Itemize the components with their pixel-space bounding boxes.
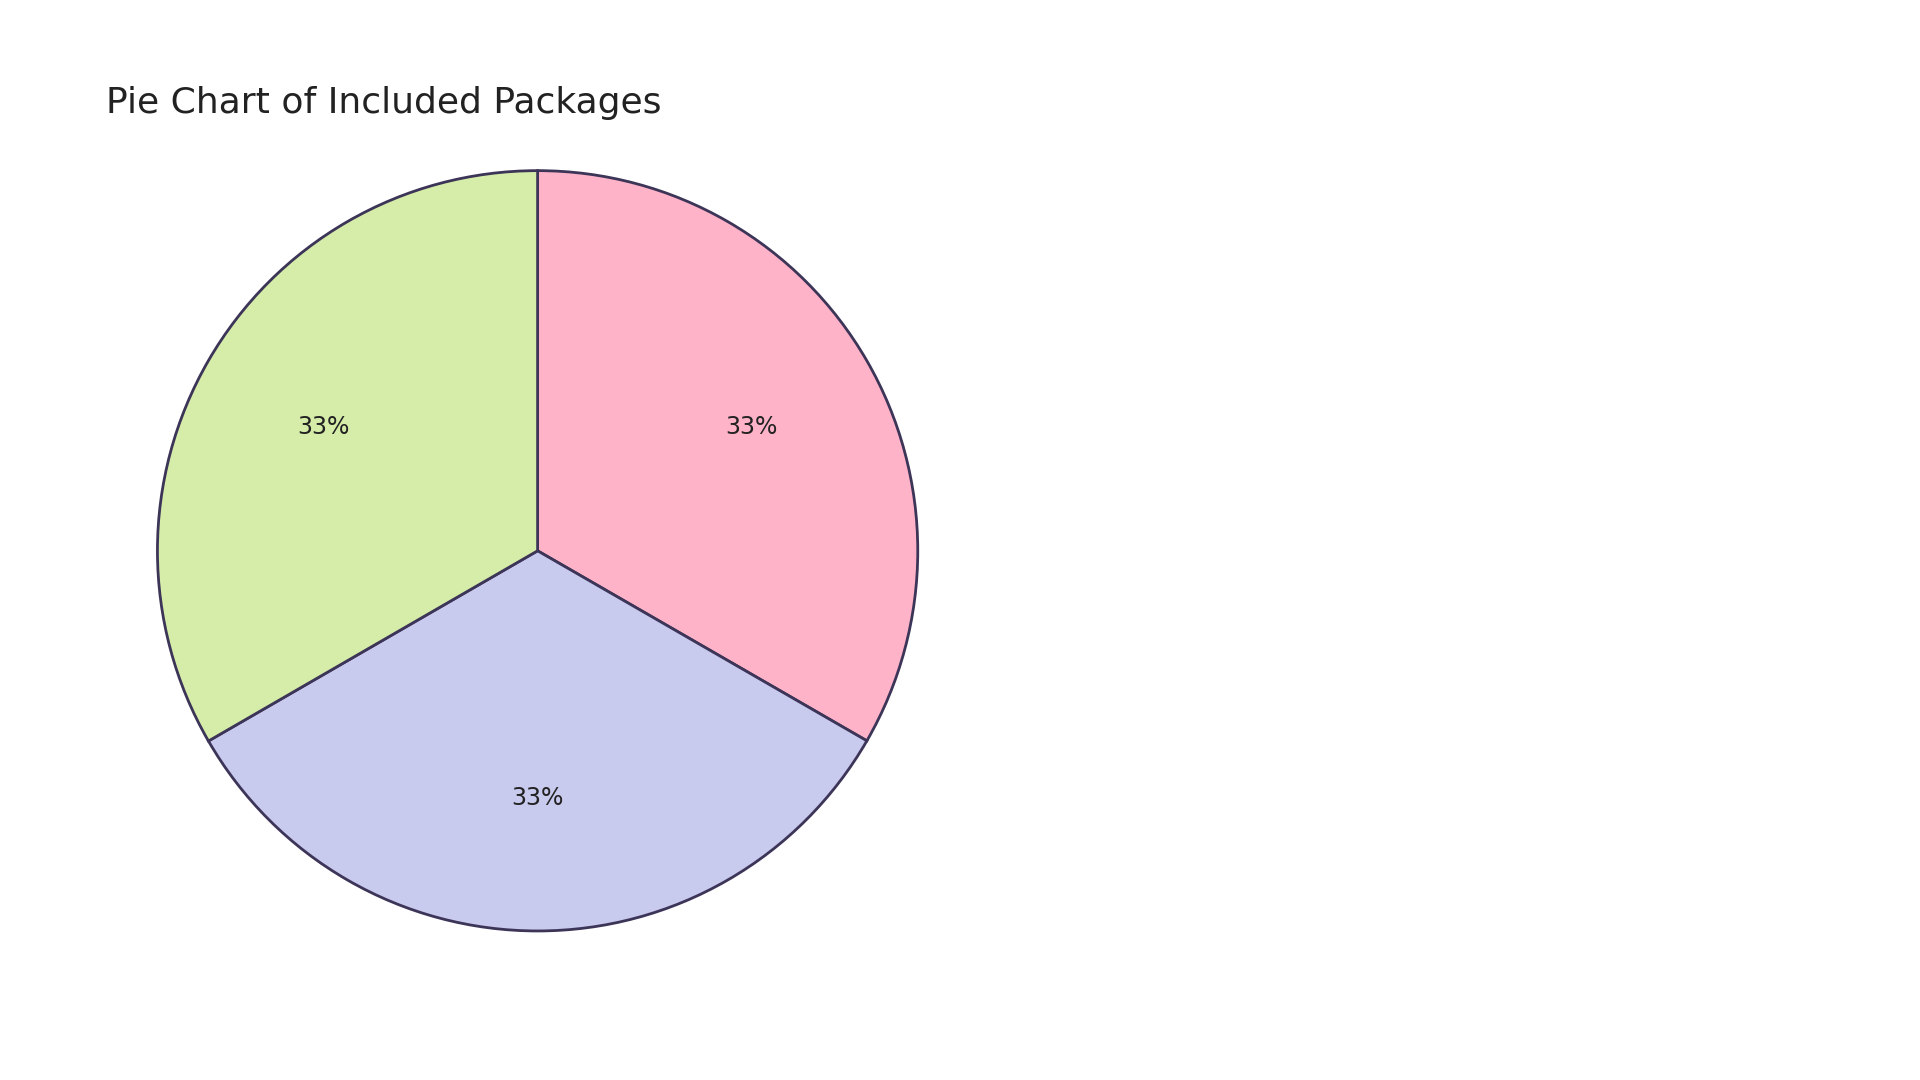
Wedge shape <box>538 171 918 741</box>
Text: Pie Chart of Included Packages: Pie Chart of Included Packages <box>106 86 660 120</box>
Text: 33%: 33% <box>511 786 564 810</box>
Wedge shape <box>157 171 538 741</box>
Text: 33%: 33% <box>726 415 778 440</box>
Wedge shape <box>209 551 866 931</box>
Legend: Rental Communities Package, Building Products Package, Geographic Overview of th: Rental Communities Package, Building Pro… <box>1008 464 1697 616</box>
Text: 33%: 33% <box>298 416 349 440</box>
